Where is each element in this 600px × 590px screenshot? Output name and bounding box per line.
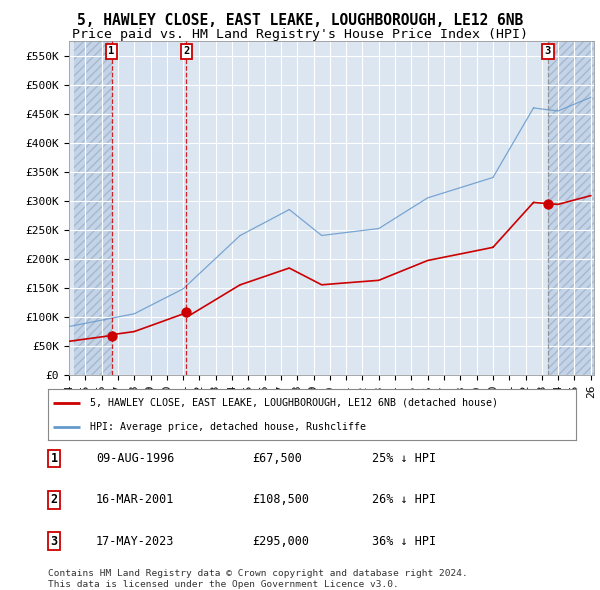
Point xyxy=(107,331,116,340)
Text: 2: 2 xyxy=(50,493,58,506)
Text: Price paid vs. HM Land Registry's House Price Index (HPI): Price paid vs. HM Land Registry's House … xyxy=(72,28,528,41)
Text: 1: 1 xyxy=(50,452,58,465)
Text: 17-MAY-2023: 17-MAY-2023 xyxy=(96,535,175,548)
Point xyxy=(182,307,191,316)
Text: £108,500: £108,500 xyxy=(252,493,309,506)
Text: HPI: Average price, detached house, Rushcliffe: HPI: Average price, detached house, Rush… xyxy=(90,422,366,432)
Text: 3: 3 xyxy=(50,535,58,548)
Bar xyxy=(112,41,187,375)
Text: 25% ↓ HPI: 25% ↓ HPI xyxy=(372,452,436,465)
Text: £67,500: £67,500 xyxy=(252,452,302,465)
Text: 2: 2 xyxy=(184,46,190,56)
Text: 1: 1 xyxy=(109,46,115,56)
Text: 09-AUG-1996: 09-AUG-1996 xyxy=(96,452,175,465)
Text: 16-MAR-2001: 16-MAR-2001 xyxy=(96,493,175,506)
Text: £295,000: £295,000 xyxy=(252,535,309,548)
Text: 5, HAWLEY CLOSE, EAST LEAKE, LOUGHBOROUGH, LE12 6NB: 5, HAWLEY CLOSE, EAST LEAKE, LOUGHBOROUG… xyxy=(77,13,523,28)
Text: 26% ↓ HPI: 26% ↓ HPI xyxy=(372,493,436,506)
Bar xyxy=(548,41,594,375)
Text: 36% ↓ HPI: 36% ↓ HPI xyxy=(372,535,436,548)
Text: 3: 3 xyxy=(545,46,551,56)
Point xyxy=(543,199,553,208)
Text: 5, HAWLEY CLOSE, EAST LEAKE, LOUGHBOROUGH, LE12 6NB (detached house): 5, HAWLEY CLOSE, EAST LEAKE, LOUGHBOROUG… xyxy=(90,398,498,408)
Bar xyxy=(74,41,112,375)
Text: Contains HM Land Registry data © Crown copyright and database right 2024.
This d: Contains HM Land Registry data © Crown c… xyxy=(48,569,468,589)
